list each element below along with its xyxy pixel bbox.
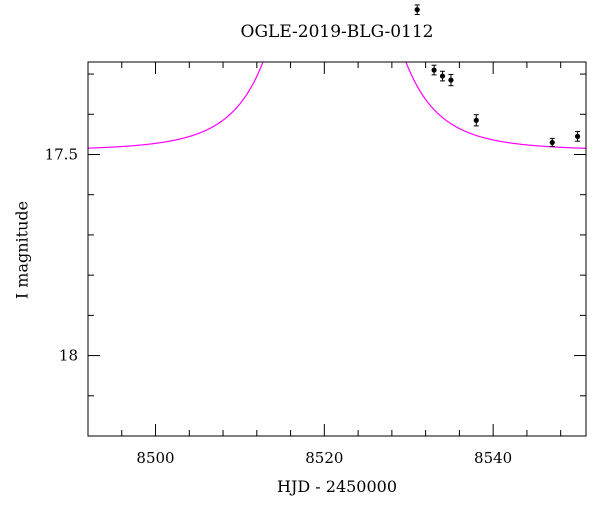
model-curve [88, 62, 586, 149]
data-point [431, 67, 437, 73]
data-point [473, 117, 479, 123]
x-tick-label: 8520 [305, 449, 343, 467]
x-tick-label: 8540 [474, 449, 512, 467]
x-tick-label: 8500 [136, 449, 174, 467]
y-axis-label: I magnitude [12, 200, 32, 300]
data-point [414, 7, 420, 13]
axis-ticks [87, 62, 586, 437]
y-tick-label: 17.5 [45, 145, 78, 163]
x-axis-label: HJD - 2450000 [276, 477, 398, 496]
data-point [549, 139, 555, 146]
tick-labels: 8500852085401717.518 [45, 145, 513, 467]
plot-frame [87, 61, 587, 437]
data-point [574, 133, 581, 139]
model-curve-layer [88, 62, 586, 149]
data-points-layer [414, 4, 581, 147]
data-point [439, 73, 446, 79]
chart-title: OGLE-2019-BLG-0112 [240, 22, 434, 42]
data-point [448, 77, 454, 83]
y-tick-label: 18 [59, 347, 78, 365]
